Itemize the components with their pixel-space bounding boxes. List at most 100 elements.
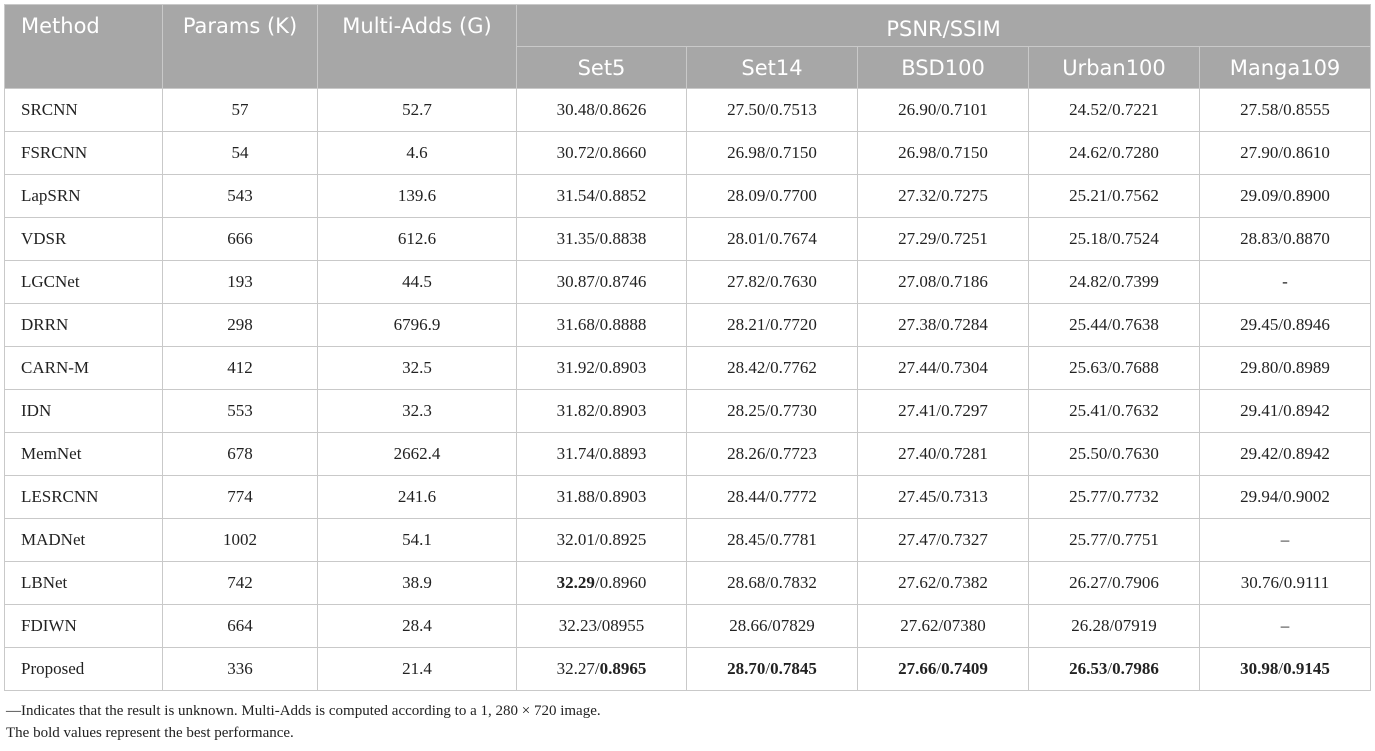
- ssim-value: 0.7906: [1112, 573, 1159, 592]
- ssim-value: 0.7688: [1112, 358, 1159, 377]
- cell-params: 412: [162, 346, 318, 390]
- cell-method: LGCNet: [4, 260, 163, 304]
- results-table: Method Params (K) Multi-Adds (G) PSNR/SS…: [4, 4, 1372, 691]
- ssim-value: 0.7251: [941, 229, 988, 248]
- ssim-value: 0.7186: [941, 272, 988, 291]
- cell-psnr-ssim: 28.44/0.7772: [686, 475, 858, 519]
- cell-psnr-ssim: 25.21/0.7562: [1028, 174, 1200, 218]
- cell-psnr-ssim: 26.98/0.7150: [857, 131, 1029, 175]
- cell-psnr-ssim: 32.01/0.8925: [516, 518, 687, 562]
- cell-psnr-ssim: –: [1198, 518, 1372, 562]
- cell-psnr-ssim: 30.87/0.8746: [516, 260, 687, 304]
- psnr-value: 28.26: [727, 444, 766, 463]
- ssim-value: 0.7281: [941, 444, 988, 463]
- ssim-value: 0.8903: [599, 401, 647, 420]
- ssim-value: 0.7280: [1112, 143, 1159, 162]
- separator: /: [594, 315, 600, 334]
- separator: /: [594, 573, 600, 592]
- ssim-value: 08955: [601, 616, 645, 635]
- table-row: Proposed 336 21.4 32.27/0.8965 28.70/0.7845 2…: [4, 647, 1372, 691]
- separator: /: [765, 186, 771, 205]
- psnr-value: 29.80: [1240, 358, 1279, 377]
- ssim-value: 0.9111: [1283, 573, 1330, 592]
- psnr-value: 27.62: [898, 573, 937, 592]
- cell-multiadds: 6796.9: [317, 303, 517, 347]
- cell-params: 664: [162, 604, 318, 648]
- ssim-value: 07829: [772, 616, 815, 635]
- psnr-value: 29.41: [1240, 401, 1279, 420]
- table-row: CARN-M 412 32.5 31.92/0.8903 28.42/0.7762 27.…: [4, 346, 1372, 390]
- psnr-value: 31.88: [556, 487, 595, 506]
- separator: /: [765, 358, 771, 377]
- table-row: LESRCNN 774 241.6 31.88/0.8903 28.44/0.7772 2…: [4, 475, 1372, 519]
- ssim-value: 0.8852: [599, 186, 647, 205]
- separator: /: [1107, 143, 1113, 162]
- cell-psnr-ssim: 30.98/0.9145: [1198, 647, 1372, 691]
- separator: /: [936, 186, 942, 205]
- psnr-value: 26.28: [1071, 616, 1110, 635]
- cell-psnr-ssim: 27.47/0.7327: [857, 518, 1029, 562]
- header-psnr-ssim: PSNR/SSIM: [515, 4, 1372, 47]
- cell-psnr-ssim: 25.63/0.7688: [1028, 346, 1200, 390]
- ssim-value: 0.8893: [599, 444, 647, 463]
- psnr-value: 29.45: [1240, 315, 1279, 334]
- psnr-value: 27.50: [727, 100, 766, 119]
- psnr-value: 30.72: [556, 143, 595, 162]
- separator: /: [767, 616, 773, 635]
- cell-multiadds: 38.9: [317, 561, 517, 605]
- separator: /: [594, 487, 600, 506]
- ssim-value: 0.8555: [1283, 100, 1330, 119]
- cell-psnr-ssim: 25.18/0.7524: [1028, 217, 1200, 261]
- psnr-value: 27.29: [898, 229, 937, 248]
- ssim-value: 0.7221: [1112, 100, 1159, 119]
- cell-method: CARN-M: [4, 346, 163, 390]
- ssim-value: 07380: [943, 616, 986, 635]
- separator: /: [1107, 401, 1113, 420]
- cell-params: 774: [162, 475, 318, 519]
- cell-multiadds: 21.4: [317, 647, 517, 691]
- separator: /: [1107, 272, 1113, 291]
- psnr-value: 24.62: [1069, 143, 1108, 162]
- psnr-value: 27.40: [898, 444, 937, 463]
- separator: /: [1278, 315, 1284, 334]
- ssim-value: 0.7751: [1112, 530, 1159, 549]
- separator: /: [594, 229, 600, 248]
- separator: /: [594, 143, 600, 162]
- separator: /: [765, 100, 771, 119]
- psnr-value: 27.58: [1240, 100, 1279, 119]
- ssim-value: 0.7732: [1112, 487, 1159, 506]
- table-row: DRRN 298 6796.9 31.68/0.8888 28.21/0.7720 27.…: [4, 303, 1372, 347]
- cell-psnr-ssim: 27.29/0.7251: [857, 217, 1029, 261]
- psnr-value: 29.09: [1240, 186, 1279, 205]
- psnr-value: 27.38: [898, 315, 937, 334]
- header-multiadds: Multi-Adds (G): [317, 4, 517, 89]
- cell-psnr-ssim: 32.29/0.8960: [516, 561, 687, 605]
- cell-params: 336: [162, 647, 318, 691]
- separator: /: [1278, 401, 1284, 420]
- ssim-value: 0.7630: [770, 272, 817, 291]
- cell-unknown: –: [1280, 530, 1290, 549]
- ssim-value: 0.8838: [599, 229, 647, 248]
- cell-psnr-ssim: 31.68/0.8888: [516, 303, 687, 347]
- ssim-value: 0.8903: [599, 487, 647, 506]
- ssim-value: 0.7399: [1112, 272, 1159, 291]
- psnr-value: 31.82: [556, 401, 595, 420]
- cell-psnr-ssim: 27.66/0.7409: [857, 647, 1029, 691]
- psnr-value: 25.18: [1069, 229, 1108, 248]
- psnr-value: 25.77: [1069, 530, 1108, 549]
- ssim-value: 0.7524: [1112, 229, 1159, 248]
- separator: /: [936, 358, 942, 377]
- separator: /: [594, 272, 600, 291]
- ssim-value: 0.8746: [599, 272, 647, 291]
- ssim-value: 0.7723: [770, 444, 817, 463]
- separator: /: [1278, 358, 1284, 377]
- separator: /: [594, 401, 600, 420]
- cell-psnr-ssim: 25.50/0.7630: [1028, 432, 1200, 476]
- separator: /: [936, 487, 942, 506]
- separator: /: [936, 315, 942, 334]
- psnr-value: 27.47: [898, 530, 937, 549]
- cell-multiadds: 52.7: [317, 88, 517, 132]
- ssim-value: 0.7275: [941, 186, 988, 205]
- ssim-value: 0.7382: [941, 573, 988, 592]
- header-set14: Set14: [686, 46, 858, 89]
